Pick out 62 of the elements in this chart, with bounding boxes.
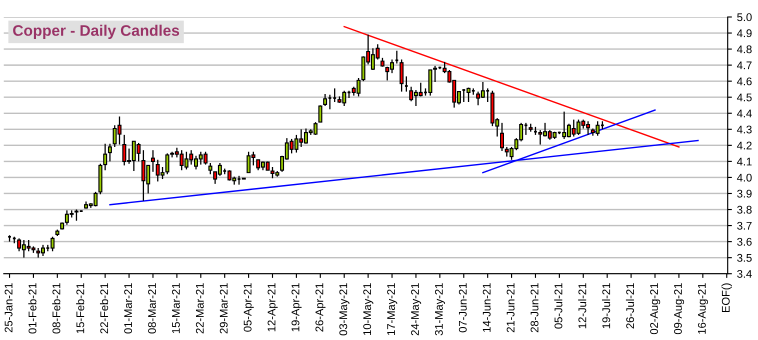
y-tick-label: 4.9 [736,29,752,38]
candlestick [74,208,78,222]
x-tick-label: 02-Aug-21 [650,283,660,334]
y-tick-label: 4.8 [736,45,752,54]
x-tick-label: 19-Jul-21 [602,283,610,328]
x-tick-label: 14-Jun-21 [482,283,491,332]
candlestick [150,150,155,172]
x-tick-label: 15-Mar-21 [172,283,180,334]
x-tick-label: 29-Mar-21 [220,283,228,334]
y-tick-label: 3.5 [737,254,752,262]
y-tick-label: 4.7 [736,62,752,70]
x-tick-label: 25-Jan-21 [4,283,13,332]
candlestick [400,58,404,92]
chart-title: Copper - Daily Candles [13,24,180,39]
x-tick-label: 17-May-21 [387,283,398,335]
x-tick-label: 24-May-21 [411,283,422,336]
x-tick-label: 22-Feb-21 [100,283,108,334]
candlestick [318,104,322,123]
y-tick-label: 3.6 [737,238,752,246]
y-tick-label: 5.0 [737,13,752,22]
x-tick-label: 09-Aug-21 [674,283,684,334]
y-tick-label: 4.4 [736,110,752,118]
y-tick-label: 4.0 [736,174,752,182]
y-tick-label: 4.1 [736,158,752,166]
x-tick-label: 05-Apr-21 [244,283,254,332]
y-tick-label: 3.7 [737,222,752,230]
candlestick [108,143,112,162]
y-tick-label: 4.2 [736,142,752,150]
x-tick-label: 05-Jul-21 [554,283,562,329]
candlestick [323,93,328,107]
x-tick-label: 26-Jul-21 [626,283,634,328]
candlestick [103,143,108,171]
y-tick-label: 4.3 [736,126,752,134]
x-tick-label: 31-May-21 [434,283,446,336]
x-tick-label: 22-Mar-21 [196,283,204,334]
y-tick-label: 4.6 [736,77,752,86]
x-tick-label: 19-Apr-21 [292,283,302,332]
x-tick-label: 21-Jun-21 [506,283,515,332]
candlestick [428,69,432,96]
candlestick [466,86,471,103]
candlestick [500,122,504,152]
x-tick-label: 15-Feb-21 [76,283,84,334]
x-tick-label: 16-Aug-21 [698,283,708,334]
x-tick-label: EOF() [722,283,732,312]
x-tick-label: 07-Jun-21 [458,283,467,332]
y-tick-label: 3.8 [737,206,752,214]
y-tick-label: 3.4 [737,270,752,278]
y-tick-label: 4.5 [736,94,752,102]
candlestick [433,65,438,83]
x-tick-label: 01-Mar-21 [124,283,132,334]
x-tick-label: 26-Apr-21 [315,283,326,332]
x-tick-label: 08-Feb-21 [52,283,60,334]
candlestick [50,236,55,252]
x-tick-label: 12-Apr-21 [268,283,278,332]
y-tick-label: 3.9 [737,190,752,198]
x-tick-label: 08-Mar-21 [148,283,156,334]
x-tick-label: 12-Jul-21 [578,283,586,328]
x-tick-label: 03-May-21 [339,283,350,336]
x-tick-label: 10-May-21 [363,283,374,335]
candlestick [208,162,212,175]
x-tick-label: 28-Jun-21 [530,283,538,332]
x-tick-label: 01-Feb-21 [28,283,36,334]
